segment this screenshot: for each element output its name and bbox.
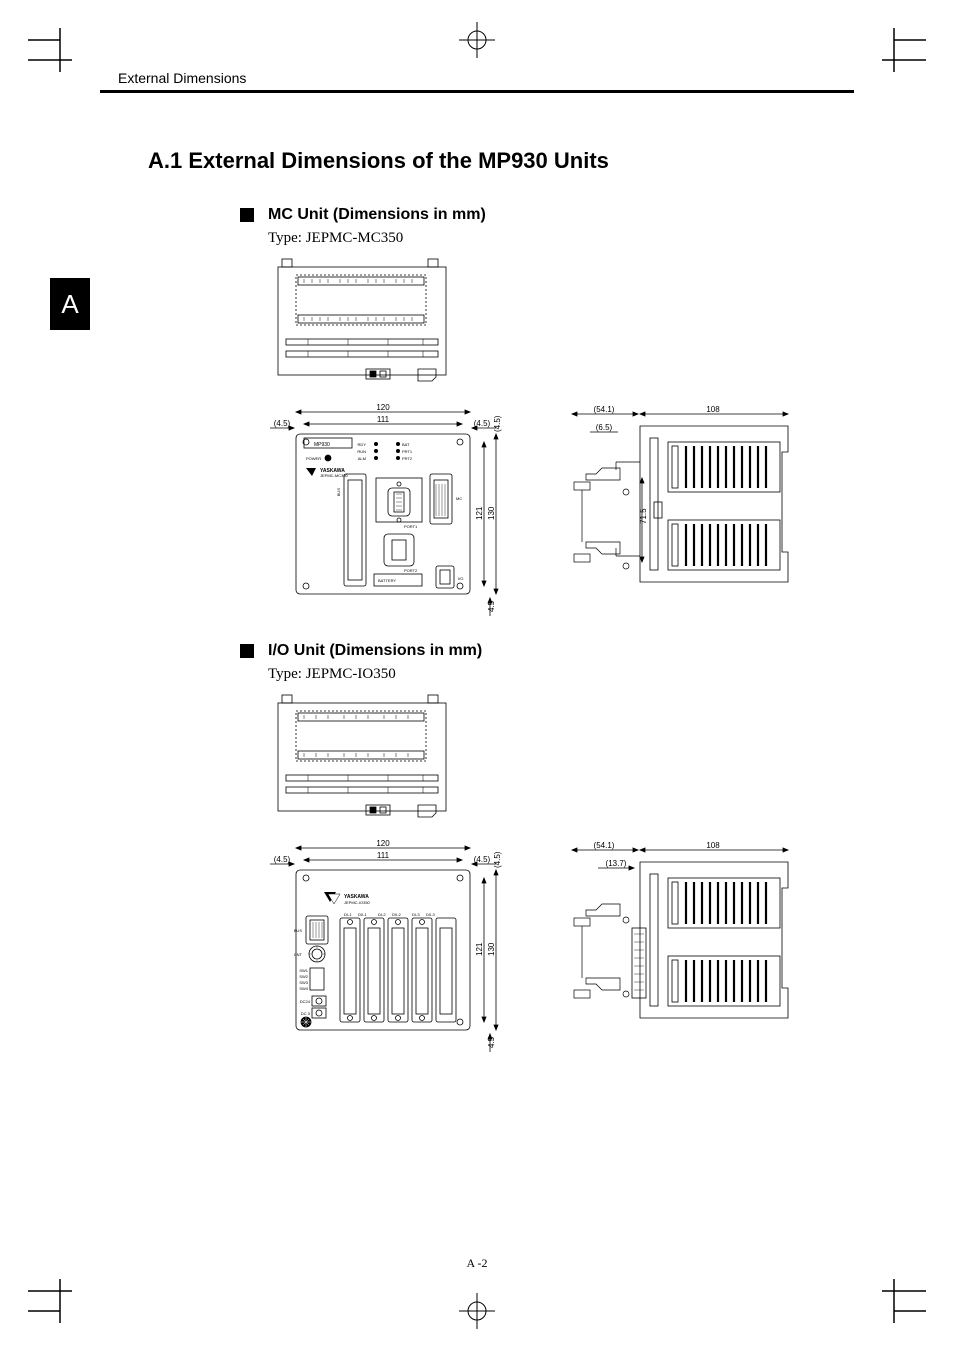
io-top-view-diagram: [268, 691, 458, 819]
header-rule: [100, 90, 854, 93]
center-register-bottom: [457, 1291, 497, 1331]
mc-unit-heading: MC Unit (Dimensions in mm): [268, 206, 486, 224]
svg-text:DC24: DC24: [300, 999, 311, 1004]
svg-text:MP930: MP930: [314, 442, 330, 448]
svg-text:PORT2: PORT2: [404, 568, 418, 573]
svg-text:(4.5): (4.5): [493, 851, 502, 868]
running-head: External Dimensions: [118, 70, 854, 86]
crop-mark-tr: [882, 28, 926, 72]
svg-text:JEPMC-IO350: JEPMC-IO350: [344, 900, 371, 905]
svg-text:PRT2: PRT2: [402, 456, 413, 461]
svg-text:108: 108: [706, 841, 720, 850]
crop-mark-br: [882, 1279, 926, 1323]
svg-text:(6.5): (6.5): [596, 423, 613, 432]
io-type-label: Type: JEPMC-IO350: [268, 666, 854, 683]
svg-text:SW1: SW1: [299, 968, 308, 973]
svg-text:71.5: 71.5: [639, 508, 648, 524]
svg-text:DI-1: DI-1: [344, 912, 352, 917]
svg-text:130: 130: [487, 942, 496, 956]
center-register-top: [457, 20, 497, 60]
svg-text:111: 111: [377, 851, 390, 860]
square-bullet-icon: [240, 208, 254, 222]
section-tab: A: [50, 278, 90, 330]
svg-text:POWER: POWER: [306, 456, 321, 461]
svg-text:BATTERY: BATTERY: [378, 578, 396, 583]
io-unit-block: I/O Unit (Dimensions in mm) Type: JEPMC-…: [240, 642, 854, 1058]
svg-text:(54.1): (54.1): [594, 841, 615, 850]
svg-text:I/O: I/O: [458, 576, 463, 581]
svg-text:MC: MC: [456, 496, 462, 501]
svg-text:D0-2: D0-2: [392, 912, 401, 917]
svg-text:RUN: RUN: [357, 449, 366, 454]
page-number: A -2: [467, 1256, 488, 1271]
svg-text:RDY: RDY: [358, 442, 367, 447]
crop-mark-tl: [28, 28, 72, 72]
svg-text:PORT1: PORT1: [404, 524, 418, 529]
svg-text:121: 121: [475, 506, 484, 520]
mc-side-view-diagram: (54.1) 108 (6.5): [568, 402, 798, 602]
svg-text:120: 120: [376, 403, 390, 412]
mc-type-label: Type: JEPMC-MC350: [268, 230, 854, 247]
svg-text:(4.5): (4.5): [493, 415, 502, 432]
crop-mark-bl: [28, 1279, 72, 1323]
svg-text:SW3: SW3: [299, 980, 308, 985]
svg-text:(4.5): (4.5): [274, 855, 291, 864]
mc-front-view-diagram: 120 111 (4.5) (4.5) (4.5): [268, 402, 508, 622]
svg-text:120: 120: [376, 839, 390, 848]
svg-text:DC 0: DC 0: [301, 1011, 311, 1016]
svg-text:BAT: BAT: [402, 442, 410, 447]
svg-text:BUS: BUS: [294, 928, 303, 933]
svg-text:(13.7): (13.7): [606, 859, 627, 868]
io-unit-heading: I/O Unit (Dimensions in mm): [268, 642, 482, 660]
svg-text:ALM: ALM: [358, 456, 366, 461]
io-front-view-diagram: 120 111 (4.5) (4.5) (4.5): [268, 838, 508, 1058]
svg-text:BUS: BUS: [336, 488, 341, 497]
svg-text:D0-1: D0-1: [358, 912, 367, 917]
section-title: A.1 External Dimensions of the MP930 Uni…: [148, 148, 854, 174]
mc-top-view-diagram: [268, 255, 458, 383]
mc-unit-block: MC Unit (Dimensions in mm) Type: JEPMC-M…: [240, 206, 854, 622]
svg-text:DI-3: DI-3: [412, 912, 420, 917]
svg-text:PRT1: PRT1: [402, 449, 413, 454]
square-bullet-icon: [240, 644, 254, 658]
svg-text:108: 108: [706, 405, 720, 414]
svg-text:130: 130: [487, 506, 496, 520]
svg-text:(4.5): (4.5): [274, 419, 291, 428]
svg-text:CNT: CNT: [294, 952, 303, 957]
svg-text:(54.1): (54.1): [594, 405, 615, 414]
svg-text:121: 121: [475, 942, 484, 956]
io-side-view-diagram: (54.1) 108 (13.7): [568, 838, 798, 1038]
svg-text:D0-3: D0-3: [426, 912, 435, 917]
svg-text:SW2: SW2: [299, 974, 308, 979]
svg-text:SW4: SW4: [299, 986, 308, 991]
svg-text:DI-2: DI-2: [378, 912, 386, 917]
svg-text:111: 111: [377, 415, 390, 424]
